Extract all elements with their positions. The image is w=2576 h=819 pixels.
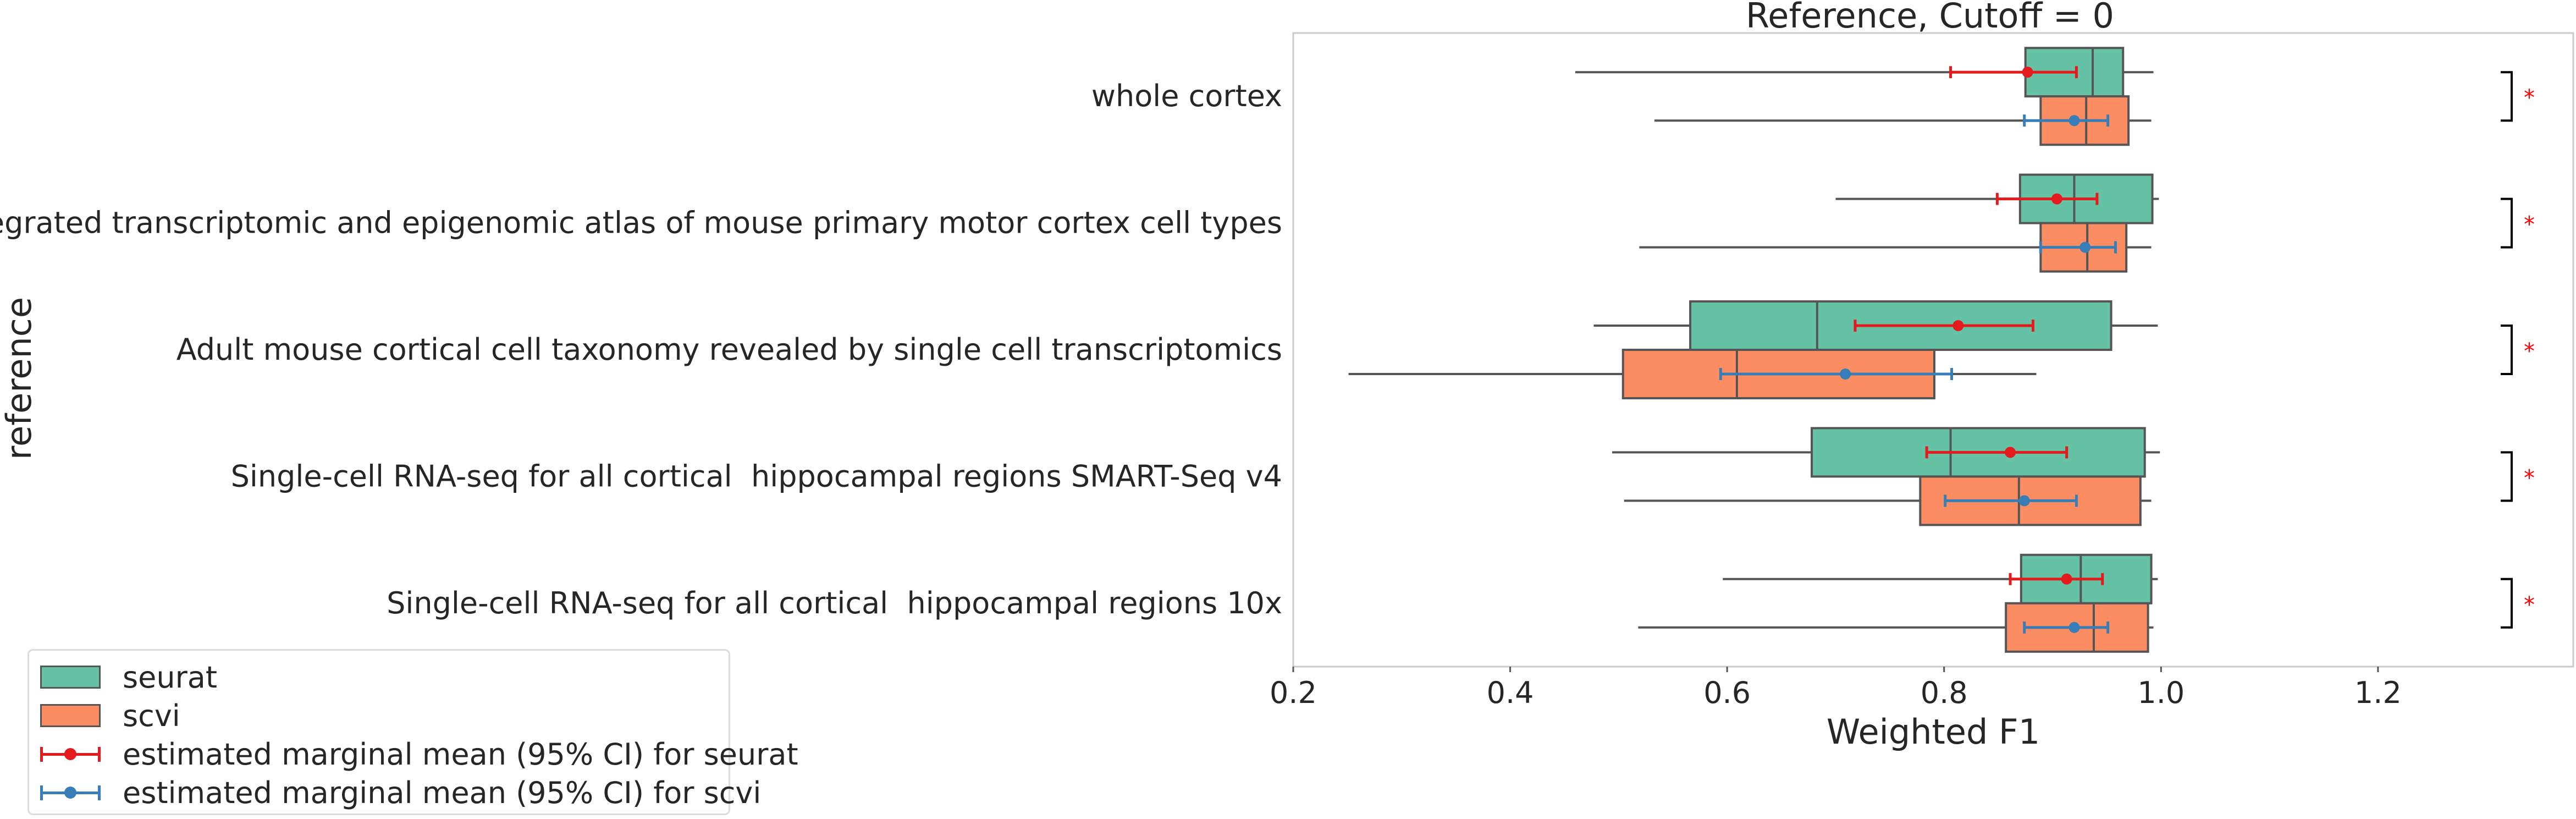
significance-bracket <box>2501 451 2513 502</box>
scvi-emm-point <box>1840 369 1851 380</box>
significance-bracket <box>2501 197 2513 249</box>
y-axis-label: reference <box>0 297 39 460</box>
seurat-emm-point <box>2005 447 2016 458</box>
plot-area-frame <box>1292 32 2574 668</box>
seurat-box <box>1689 300 2112 351</box>
legend-item-scvi: scvi <box>40 698 180 733</box>
seurat-emm-point <box>2051 193 2062 205</box>
y-axis: whole cortex An integrated transcriptomic… <box>0 79 1282 620</box>
scvi-emm-point <box>2018 495 2030 507</box>
significance-star: * <box>2524 339 2535 364</box>
seurat-emm-point <box>1952 320 1964 331</box>
significance-star: * <box>2524 592 2535 618</box>
x-tick-label: 0.2 <box>1270 675 1317 710</box>
significance-star: * <box>2524 85 2535 111</box>
legend-label: estimated marginal mean (95% CI) for seu… <box>123 736 798 772</box>
scvi-errorbar-swatch <box>40 781 101 804</box>
scvi-emm-point <box>2068 622 2080 633</box>
significance-bracket <box>2501 578 2513 629</box>
y-tick-label: An integrated transcriptomic and epigeno… <box>0 206 1282 240</box>
seurat-errorbar-swatch <box>40 743 101 766</box>
legend-item-seurat: seurat <box>40 659 218 695</box>
y-tick-label: whole cortex <box>1091 79 1282 113</box>
legend-label: estimated marginal mean (95% CI) for scv… <box>123 775 762 810</box>
significance-star: * <box>2524 212 2535 238</box>
x-tick-label: 0.8 <box>1921 675 1968 710</box>
seurat-swatch <box>40 666 101 689</box>
x-axis-label: Weighted F1 <box>1827 712 2040 752</box>
significance-bracket <box>2501 325 2513 375</box>
seurat-emm-point <box>2061 573 2072 585</box>
chart-legend: seurat scvi estimated marginal mean (95%… <box>27 649 798 815</box>
x-tick-label: 1.2 <box>2354 675 2402 710</box>
x-axis: 0.2 0.4 0.6 0.8 1.0 1.2 <box>1270 667 2402 710</box>
legend-item-seurat-emm: estimated marginal mean (95% CI) for seu… <box>40 736 798 772</box>
scvi-emm-point <box>2068 115 2080 127</box>
significance-star: * <box>2524 465 2535 491</box>
x-tick-label: 1.0 <box>2137 675 2185 710</box>
x-tick-label: 0.4 <box>1487 675 1534 710</box>
legend-item-scvi-emm: estimated marginal mean (95% CI) for scv… <box>40 775 762 810</box>
y-tick-label: Adult mouse cortical cell taxonomy revea… <box>176 332 1282 367</box>
seurat-emm-point <box>2022 67 2033 78</box>
legend-label: seurat <box>123 659 218 695</box>
y-tick-label: Single-cell RNA-seq for all cortical hip… <box>231 459 1282 493</box>
significance-bracket <box>2501 71 2513 122</box>
x-tick-label: 0.6 <box>1703 675 1751 710</box>
chart-title: Reference, Cutoff = 0 <box>1746 0 2114 36</box>
legend-label: scvi <box>123 698 180 733</box>
scvi-swatch <box>40 704 101 727</box>
chart-marks: * * * * * <box>1348 47 2535 653</box>
scvi-emm-point <box>2079 241 2091 253</box>
y-tick-label: Single-cell RNA-seq for all cortical hip… <box>387 586 1282 620</box>
